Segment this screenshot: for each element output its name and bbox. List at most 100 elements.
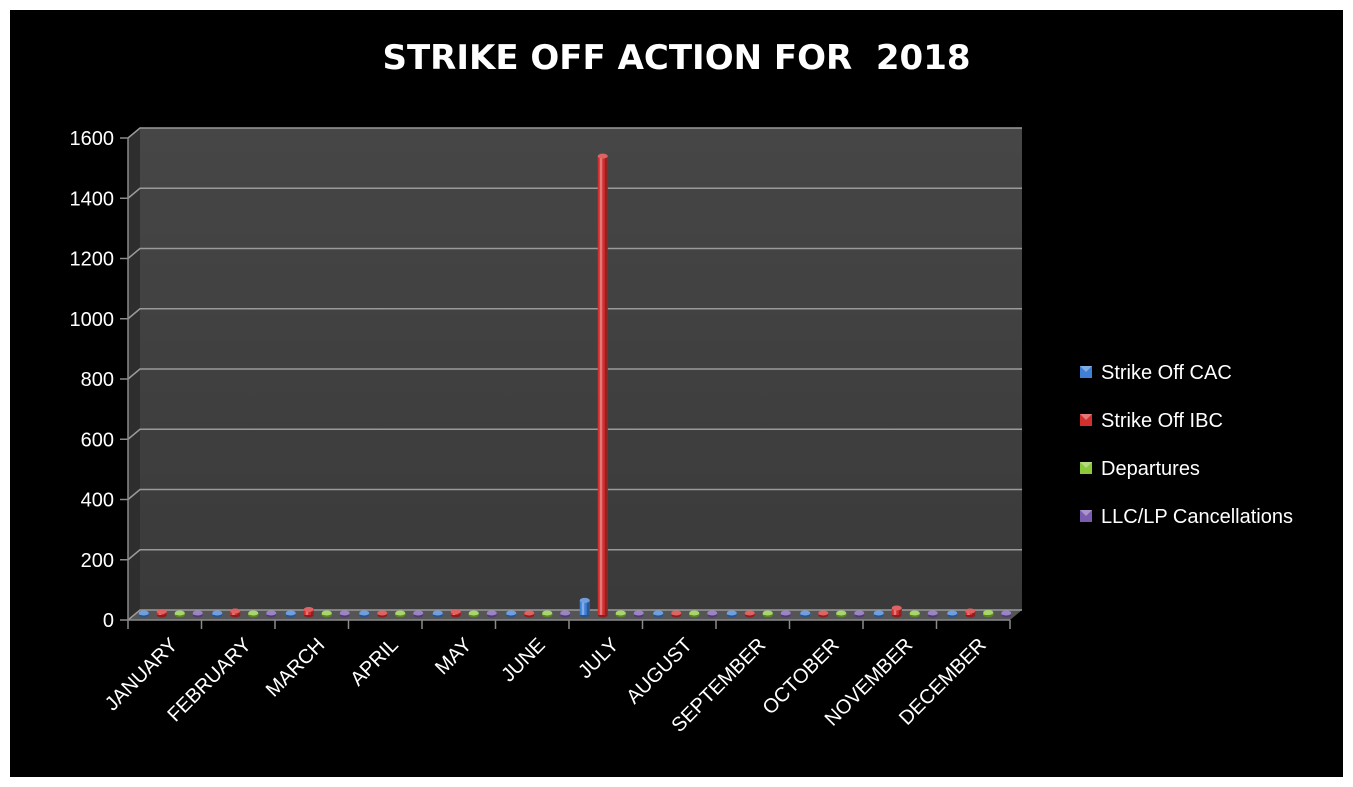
bar-top <box>597 153 608 159</box>
bar-february-llc-lp-cancellations <box>266 610 277 618</box>
bar-top <box>560 610 571 616</box>
bar-march-departures <box>321 610 332 618</box>
bar-shadow <box>310 609 314 615</box>
legend-item: Departures <box>1080 458 1200 480</box>
bar-january-strike-off-ibc <box>156 609 167 618</box>
chart-frame: STRIKE OFF ACTION FOR 2018 0 200 400 600 800… <box>10 10 1343 777</box>
bar-january-departures <box>174 610 185 618</box>
bar-may-strike-off-ibc <box>450 609 461 618</box>
bar-march-strike-off-ibc <box>303 606 314 618</box>
gridline <box>127 368 1022 380</box>
legend-item: Strike Off IBC <box>1080 410 1223 432</box>
bar-top <box>524 610 535 616</box>
bar-november-departures <box>909 610 920 618</box>
bar-february-strike-off-cac <box>212 610 223 618</box>
bar-january-strike-off-cac <box>138 610 149 618</box>
y-tick-label: 1000 <box>70 309 115 331</box>
legend-item: LLC/LP Cancellations <box>1080 506 1293 528</box>
gridline <box>127 609 1022 621</box>
bar-top <box>947 610 958 616</box>
bar-august-llc-lp-cancellations <box>707 610 718 618</box>
bar-november-strike-off-ibc <box>891 605 902 618</box>
bar-june-departures <box>542 610 553 618</box>
bar-top <box>266 610 277 616</box>
bar-shadow <box>898 607 902 615</box>
bar-top <box>873 610 884 616</box>
bar-top <box>321 610 332 616</box>
bar-june-strike-off-cac <box>506 610 517 618</box>
bar-april-departures <box>395 610 406 618</box>
bar-september-strike-off-cac <box>726 610 737 618</box>
bar-highlight <box>581 600 585 615</box>
bar-top <box>762 610 773 616</box>
bar-top <box>1001 610 1012 616</box>
bar-highlight <box>599 156 603 615</box>
bar-shadow <box>604 156 608 615</box>
bar-top <box>212 610 223 616</box>
bar-august-strike-off-cac <box>653 610 664 618</box>
bar-body <box>597 156 608 615</box>
x-tick-label: AUGUST <box>622 634 696 708</box>
bar-body <box>891 607 902 615</box>
bar-top <box>450 609 461 615</box>
bar-top <box>726 610 737 616</box>
legend-label: LLC/LP Cancellations <box>1101 506 1293 528</box>
bar-top <box>965 608 976 614</box>
bar-top <box>615 610 626 616</box>
bar-top <box>744 610 755 616</box>
bar-top <box>780 610 791 616</box>
bar-top <box>689 610 700 616</box>
bar-top <box>248 610 259 616</box>
bar-shadow <box>972 610 976 615</box>
bar-top <box>927 610 938 616</box>
bar-november-llc-lp-cancellations <box>927 610 938 618</box>
gridline <box>127 187 1022 199</box>
chart-title: STRIKE OFF ACTION FOR 2018 <box>382 38 971 78</box>
y-tick-label: 600 <box>81 429 114 451</box>
bar-april-strike-off-cac <box>359 610 370 618</box>
bar-top <box>303 606 314 612</box>
gridline <box>127 247 1022 260</box>
bar-july-departures <box>615 610 626 618</box>
bar-september-strike-off-ibc <box>744 610 755 618</box>
legend-swatch-shine <box>1080 414 1092 420</box>
bar-may-llc-lp-cancellations <box>486 610 497 618</box>
bar-top <box>909 610 920 616</box>
y-tick-label: 1400 <box>70 188 115 210</box>
bar-october-departures <box>836 610 847 618</box>
bar-november-strike-off-cac <box>873 610 884 618</box>
bar-top <box>854 610 865 616</box>
legend-swatch-shine <box>1080 462 1092 468</box>
floor <box>128 610 1022 620</box>
legend-item: Strike Off CAC <box>1080 362 1232 384</box>
x-tick-label: MARCH <box>262 634 329 701</box>
bar-top <box>486 610 497 616</box>
bar-april-strike-off-ibc <box>377 610 388 618</box>
bar-shadow <box>237 610 241 615</box>
bar-shadow <box>586 600 590 615</box>
bar-top <box>432 610 443 616</box>
legend-label: Strike Off CAC <box>1101 362 1232 384</box>
bar-october-strike-off-ibc <box>818 610 829 618</box>
gridline <box>127 127 1022 139</box>
bar-august-strike-off-ibc <box>671 610 682 618</box>
bar-january-llc-lp-cancellations <box>192 610 203 618</box>
gridline <box>127 549 1022 561</box>
gridline <box>127 308 1022 320</box>
legend-swatch-shine <box>1080 510 1092 516</box>
bar-highlight <box>893 607 897 615</box>
y-tick-label: 1600 <box>70 128 115 150</box>
bar-top <box>285 610 296 616</box>
bar-top <box>156 609 167 615</box>
bar-march-strike-off-cac <box>285 610 296 618</box>
bar-september-departures <box>762 610 773 618</box>
axes <box>120 137 1011 629</box>
bar-top <box>983 609 994 615</box>
y-tick-label: 400 <box>81 490 114 512</box>
bar-top <box>542 610 553 616</box>
plot-walls <box>128 128 1022 620</box>
bar-december-departures <box>983 609 994 618</box>
y-tick-labels: 0 200 400 600 800 1000 1200 1400 1600 <box>70 128 115 632</box>
